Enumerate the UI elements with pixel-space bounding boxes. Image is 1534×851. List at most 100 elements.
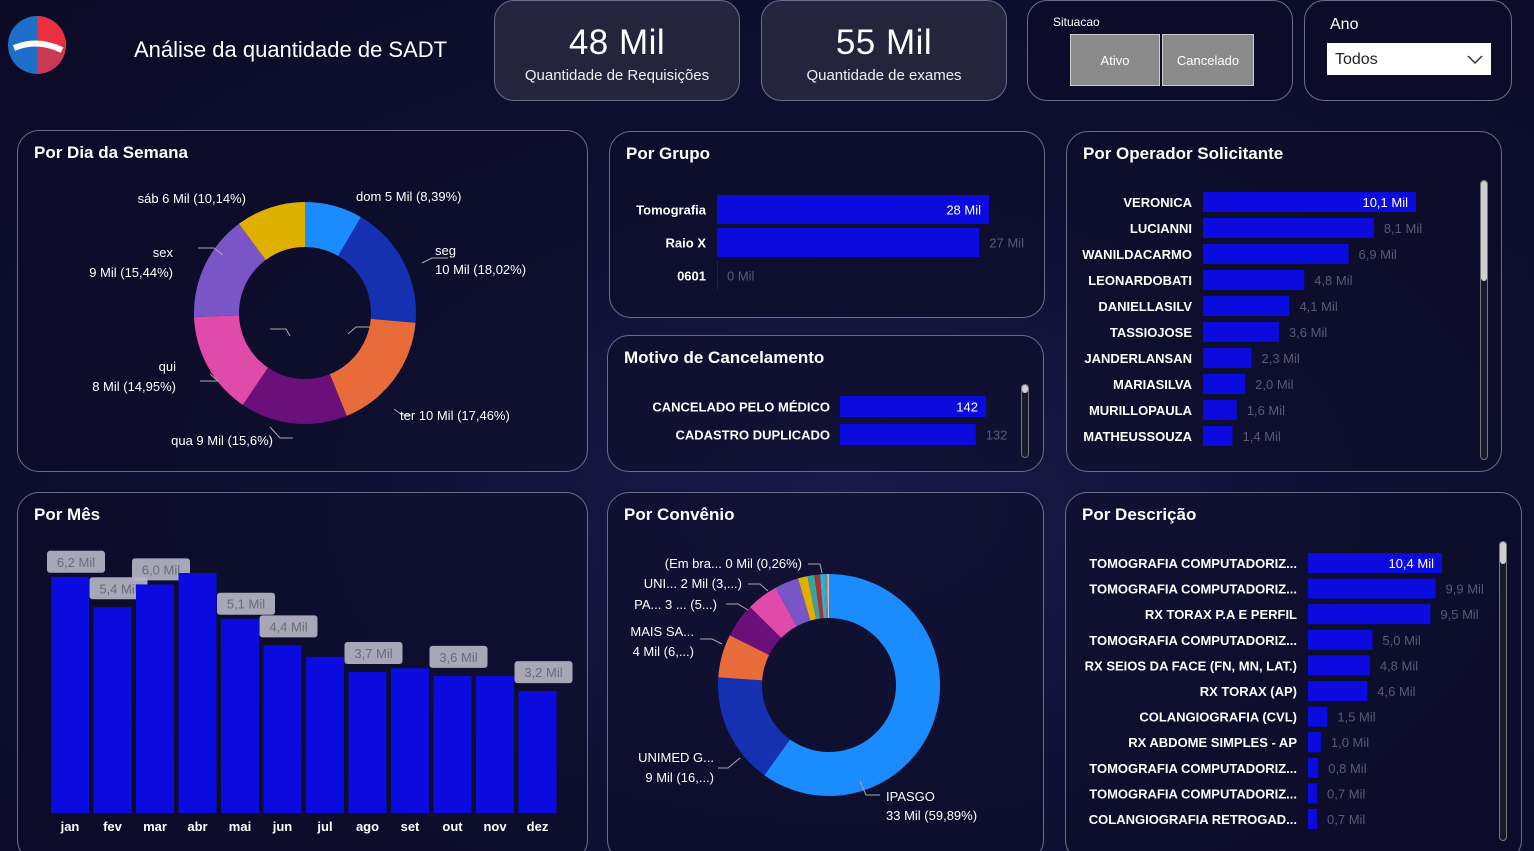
mes-bar[interactable]: [391, 668, 429, 813]
convenio-slice-3[interactable]: [729, 607, 782, 655]
descricao-bar[interactable]: [1308, 809, 1318, 829]
ano-dropdown[interactable]: Todos: [1327, 43, 1491, 75]
mes-bar[interactable]: [476, 675, 514, 813]
situacao-cancelado-button[interactable]: Cancelado: [1162, 34, 1254, 86]
operador-category-label: LUCIANNI: [1130, 221, 1192, 236]
convenio-slice-10[interactable]: [824, 574, 828, 619]
dia-semana-card: Por Dia da Semana sáb 6 Mil (10,14%) dom…: [17, 130, 588, 472]
situacao-slicer: Situacao Ativo Cancelado: [1027, 0, 1293, 101]
convenio-slice-7[interactable]: [807, 574, 821, 620]
grupo-card: Por Grupo Tomografia 28 Mil Raio X 27 Mil 06…: [609, 131, 1045, 318]
situacao-ativo-button[interactable]: Ativo: [1070, 34, 1160, 86]
convenio-slice-8[interactable]: [814, 574, 824, 619]
mes-category-label: mai: [229, 819, 251, 834]
convenio-slice-9[interactable]: [819, 574, 827, 619]
operador-bar[interactable]: [1203, 192, 1416, 212]
operador-bar[interactable]: [1203, 322, 1279, 342]
descricao-value-label: 4,6 Mil: [1377, 684, 1415, 699]
operador-bar[interactable]: [1203, 296, 1290, 316]
dia-semana-slice-4[interactable]: [194, 315, 269, 405]
slice-label-dom: dom 5 Mil (8,39%): [356, 189, 461, 204]
convenio-slice-1[interactable]: [718, 677, 790, 776]
mes-value-badge: [89, 577, 148, 600]
dia-semana-slice-6[interactable]: [238, 202, 305, 260]
operador-bar[interactable]: [1203, 426, 1233, 446]
descricao-bar[interactable]: [1308, 553, 1442, 573]
descricao-category-label: RX SEIOS DA FACE (FN, MN, LAT.): [1085, 658, 1297, 673]
cancelamento-bar[interactable]: [840, 396, 986, 417]
kpi-exames: 55 Mil Quantidade de exames: [761, 0, 1007, 101]
mes-bar[interactable]: [136, 584, 174, 813]
dia-semana-slice-3[interactable]: [242, 367, 347, 424]
kpi-exames-value: 55 Mil: [835, 23, 933, 62]
grupo-bar[interactable]: [717, 195, 989, 224]
mes-value-label: 5,1 Mil: [227, 597, 265, 612]
mes-value-badge: [259, 615, 318, 638]
descricao-category-label: COLANGIOGRAFIA RETROGAD...: [1089, 812, 1297, 827]
descricao-bar[interactable]: [1308, 629, 1373, 650]
cancelamento-value-label: 142: [956, 400, 978, 415]
mes-bar[interactable]: [433, 675, 472, 813]
mes-bar[interactable]: [221, 618, 259, 813]
operador-bar[interactable]: [1203, 348, 1252, 368]
dia-semana-slice-2[interactable]: [329, 318, 416, 416]
operador-scrollbar[interactable]: [1480, 180, 1488, 460]
descricao-card: Por Descrição TOMOGRAFIA COMPUTADORIZ...…: [1065, 492, 1522, 851]
dia-semana-slice-1[interactable]: [338, 217, 416, 323]
conv-label-unimed: 9 Mil (16,...): [645, 770, 714, 785]
mes-bar[interactable]: [263, 645, 302, 813]
operador-bar[interactable]: [1203, 374, 1246, 394]
convenio-slice-4[interactable]: [750, 587, 797, 638]
cancelamento-scrollbar[interactable]: [1021, 384, 1029, 458]
mes-bar[interactable]: [348, 672, 387, 813]
slice-label-sex: 9 Mil (15,44%): [89, 265, 173, 280]
mes-value-badge: [514, 661, 573, 684]
convenio-chart: (Em bra... 0 Mil (0,26%) UNI... 2 Mil (3…: [630, 556, 977, 823]
mes-bar[interactable]: [51, 576, 89, 813]
descricao-bar[interactable]: [1308, 732, 1321, 753]
grupo-bar[interactable]: [717, 228, 980, 257]
operador-bar[interactable]: [1203, 270, 1305, 290]
descricao-bar[interactable]: [1308, 757, 1319, 778]
grupo-category-label: 0601: [677, 269, 706, 284]
grupo-title: Por Grupo: [626, 144, 711, 163]
mes-value-label: 6,2 Mil: [57, 555, 95, 570]
mes-bar[interactable]: [306, 656, 344, 813]
kpi-requisicoes-label: Quantidade de Requisições: [524, 67, 710, 84]
operador-category-label: VERONICA: [1123, 195, 1192, 210]
convenio-slice-5[interactable]: [775, 578, 811, 627]
descricao-value-label: 1,5 Mil: [1337, 710, 1375, 725]
operador-bar[interactable]: [1203, 400, 1237, 420]
mes-bar[interactable]: [518, 691, 557, 813]
grupo-bar[interactable]: [717, 261, 718, 290]
descricao-bar[interactable]: [1308, 706, 1328, 727]
descricao-bar[interactable]: [1308, 604, 1431, 625]
operador-bar[interactable]: [1203, 218, 1374, 238]
cancelamento-title: Motivo de Cancelamento: [624, 348, 825, 367]
descricao-bar[interactable]: [1308, 783, 1318, 804]
mes-bar[interactable]: [93, 607, 132, 813]
dia-semana-slice-5[interactable]: [194, 223, 266, 318]
operador-value-label: 6,9 Mil: [1359, 247, 1397, 262]
ano-selected-value: Todos: [1335, 51, 1378, 68]
mes-category-label: abr: [187, 819, 207, 834]
descricao-value-label: 9,5 Mil: [1440, 607, 1478, 622]
operador-bar[interactable]: [1203, 244, 1349, 264]
slice-name-qui: qui: [159, 359, 176, 374]
convenio-slice-0[interactable]: [764, 574, 940, 796]
mes-bar[interactable]: [178, 573, 217, 813]
cancelamento-bar[interactable]: [840, 424, 976, 445]
convenio-slice-6[interactable]: [798, 576, 817, 621]
conv-label-embranco: (Em bra... 0 Mil (0,26%): [665, 556, 802, 571]
mes-chart: jan 6,2 Mil fev 5,4 Mil mar 6,0 Mil abr mai 5,1 …: [47, 550, 573, 834]
descricao-scrollbar[interactable]: [1499, 541, 1507, 841]
operador-category-label: TASSIOJOSE: [1110, 325, 1192, 340]
convenio-slice-2[interactable]: [718, 635, 770, 681]
dia-semana-slice-0[interactable]: [305, 202, 361, 256]
descricao-bar[interactable]: [1308, 681, 1368, 701]
grupo-category-label: Tomografia: [636, 203, 707, 218]
operador-value-label: 2,0 Mil: [1255, 377, 1293, 392]
descricao-bar[interactable]: [1308, 578, 1436, 599]
convenio-slice-11[interactable]: [827, 574, 829, 619]
descricao-bar[interactable]: [1308, 655, 1370, 676]
